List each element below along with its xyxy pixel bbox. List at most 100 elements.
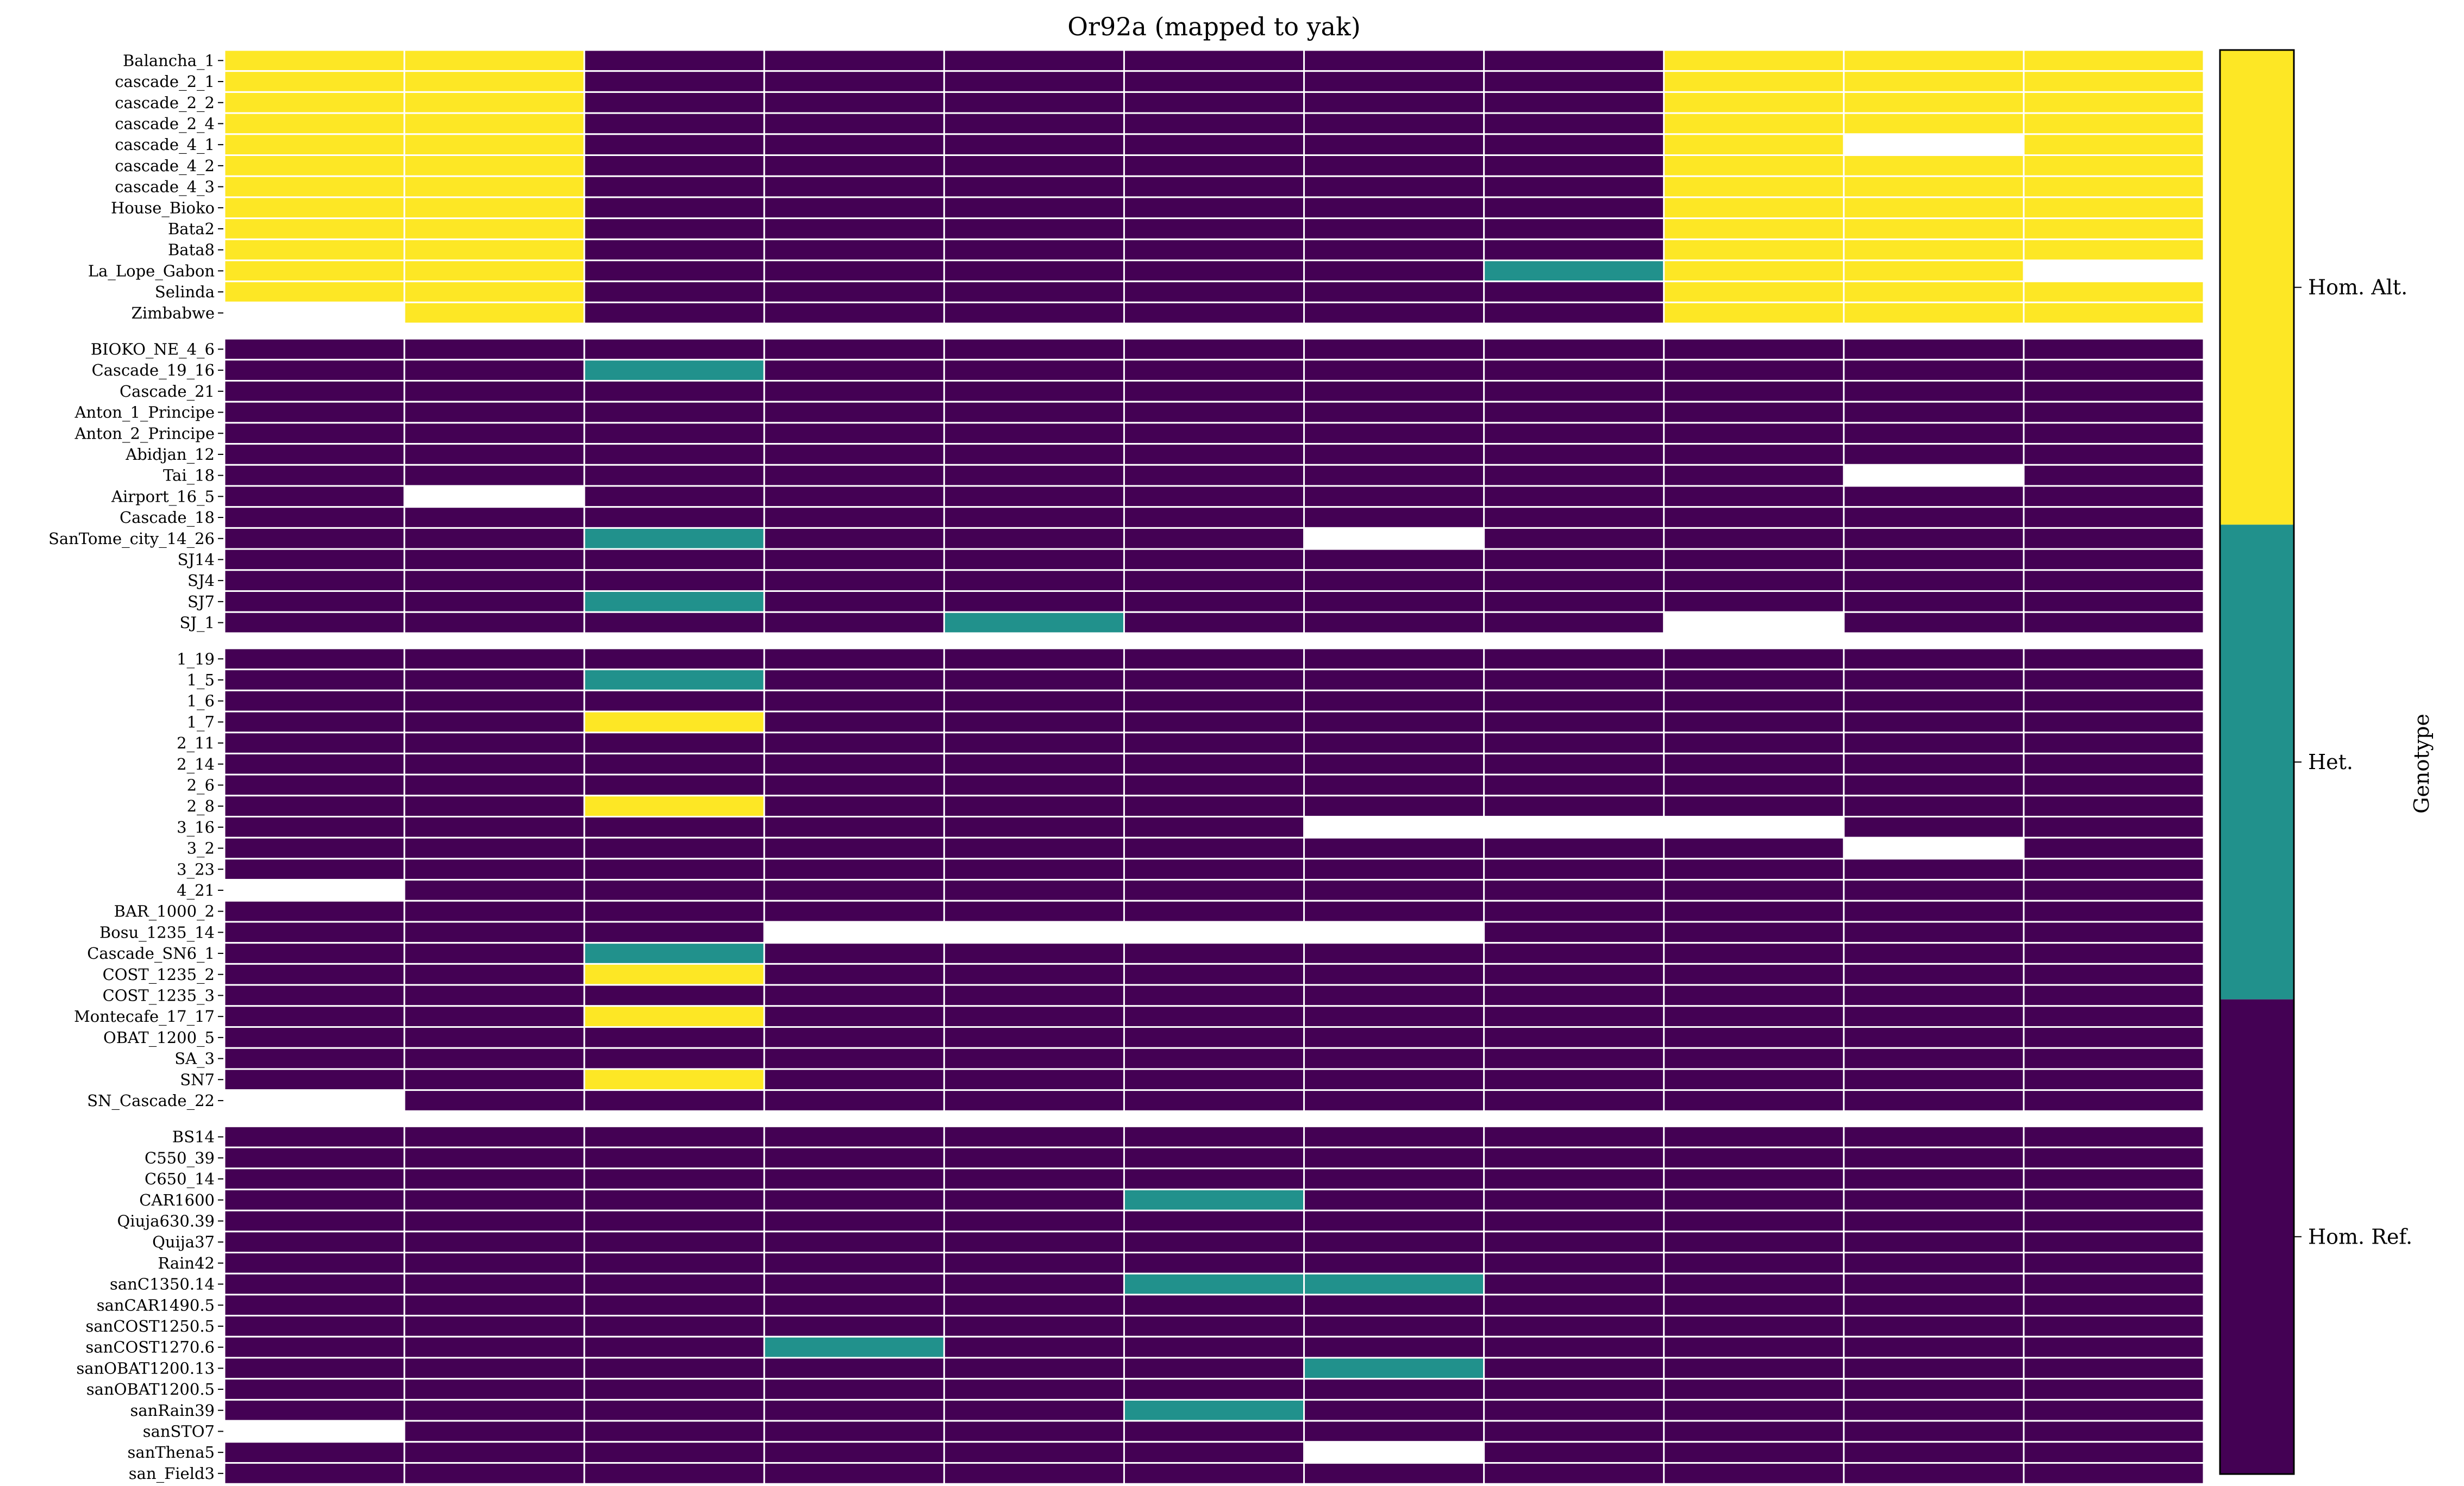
heatmap-cell [1483, 154, 1665, 177]
heatmap-cell [1483, 1398, 1665, 1422]
heatmap-cell [403, 1125, 585, 1148]
heatmap-cell [223, 669, 405, 691]
heatmap-cell [1123, 921, 1305, 944]
heatmap-cell [1843, 527, 2025, 550]
heatmap-cell [1303, 963, 1485, 986]
heatmap-cell [223, 1125, 405, 1148]
heatmap-cell [763, 506, 945, 529]
heatmap-cell [1123, 91, 1305, 114]
heatmap-cell [1303, 1252, 1485, 1275]
heatmap-cell [403, 900, 585, 923]
heatmap-cell [1303, 1231, 1485, 1254]
heatmap-cell [2023, 1146, 2205, 1170]
heatmap-cell [403, 548, 585, 571]
row-label: La_Lope_Gabon [88, 261, 215, 280]
heatmap-cell [943, 238, 1125, 261]
heatmap-cell [1123, 689, 1305, 713]
heatmap-cell [1123, 1125, 1305, 1148]
heatmap-cell [1123, 1315, 1305, 1338]
heatmap-cell [1123, 527, 1305, 550]
heatmap-cell [1123, 611, 1305, 634]
heatmap-cell [1303, 900, 1485, 923]
heatmap-cell [2023, 154, 2205, 177]
heatmap-cell [1123, 752, 1305, 776]
heatmap-cell [1843, 485, 2025, 508]
heatmap-cell [1123, 858, 1305, 881]
heatmap-cell [1303, 1272, 1485, 1296]
heatmap-cell [2023, 858, 2205, 881]
heatmap-cell [1123, 1272, 1305, 1296]
heatmap-cell [2023, 338, 2205, 361]
heatmap-cell [1843, 900, 2025, 923]
heatmap-cell [943, 1398, 1125, 1422]
heatmap-cell [943, 1378, 1125, 1401]
row-label: SJ7 [187, 592, 215, 611]
heatmap-cell [763, 1462, 945, 1485]
heatmap-cell [583, 836, 765, 860]
heatmap-cell [1123, 401, 1305, 424]
heatmap-cell [1663, 506, 1845, 529]
heatmap-cell [403, 217, 585, 240]
heatmap-cell [223, 1420, 405, 1443]
heatmap-cell [943, 942, 1125, 965]
heatmap-cell [2023, 590, 2205, 613]
row-label: Bata8 [168, 241, 215, 259]
row-label: SJ4 [187, 571, 215, 590]
heatmap-cell [583, 70, 765, 93]
heatmap-cell [1663, 1315, 1845, 1338]
heatmap-cell [223, 1335, 405, 1359]
heatmap-cell [1843, 238, 2025, 261]
row-label: sanSTO7 [143, 1422, 215, 1440]
heatmap-cell [1483, 1252, 1665, 1275]
heatmap-cell [403, 91, 585, 114]
row-label: Selinda [155, 283, 215, 301]
heatmap-cell [1303, 259, 1485, 283]
heatmap-cell [943, 259, 1125, 283]
heatmap-cell [1303, 1188, 1485, 1212]
heatmap-cell [403, 590, 585, 613]
row-label: sanC1350.14 [110, 1275, 215, 1294]
heatmap-cell [1483, 858, 1665, 881]
row-label: Balancha_1 [123, 51, 215, 70]
heatmap-cell [1843, 196, 2025, 220]
row-label: Cascade_21 [120, 382, 215, 401]
row-label: Rain42 [158, 1254, 215, 1272]
heatmap-cell [763, 154, 945, 177]
row-label: 3_23 [177, 860, 215, 879]
heatmap-cell [403, 1005, 585, 1028]
heatmap-cell [403, 70, 585, 93]
heatmap-cell [583, 1357, 765, 1380]
heatmap-cell [583, 527, 765, 550]
heatmap-cell [1663, 752, 1845, 776]
heatmap-cell [1303, 1441, 1485, 1464]
chart-title: Or92a (mapped to yak) [1067, 12, 1361, 41]
heatmap-cell [1663, 689, 1845, 713]
heatmap-cell [1663, 238, 1845, 261]
heatmap-cell [2023, 280, 2205, 303]
heatmap-cell [943, 900, 1125, 923]
heatmap-cell [1843, 984, 2025, 1007]
heatmap-cell [763, 1005, 945, 1028]
heatmap-cell [583, 1462, 765, 1485]
heatmap-cell [1303, 1125, 1485, 1148]
heatmap-cell [2023, 1378, 2205, 1401]
row-label: cascade_2_1 [115, 72, 215, 91]
heatmap-cell [1663, 1420, 1845, 1443]
heatmap-cell [1303, 1047, 1485, 1070]
heatmap-cell [1123, 280, 1305, 303]
heatmap-cell [763, 669, 945, 691]
heatmap-cell [403, 196, 585, 220]
heatmap-cell [1303, 464, 1485, 487]
row-label: cascade_2_4 [115, 114, 215, 133]
heatmap-cell [1843, 1231, 2025, 1254]
heatmap-cell [1663, 710, 1845, 734]
heatmap-cell [1483, 1272, 1665, 1296]
heatmap-cell [1483, 112, 1665, 135]
heatmap-cell [1303, 732, 1485, 754]
heatmap-cell [403, 984, 585, 1007]
heatmap-cell [763, 984, 945, 1007]
heatmap-cell [583, 1398, 765, 1422]
heatmap-cell [403, 1315, 585, 1338]
heatmap-cell [583, 485, 765, 508]
heatmap-cell [1843, 133, 2025, 157]
